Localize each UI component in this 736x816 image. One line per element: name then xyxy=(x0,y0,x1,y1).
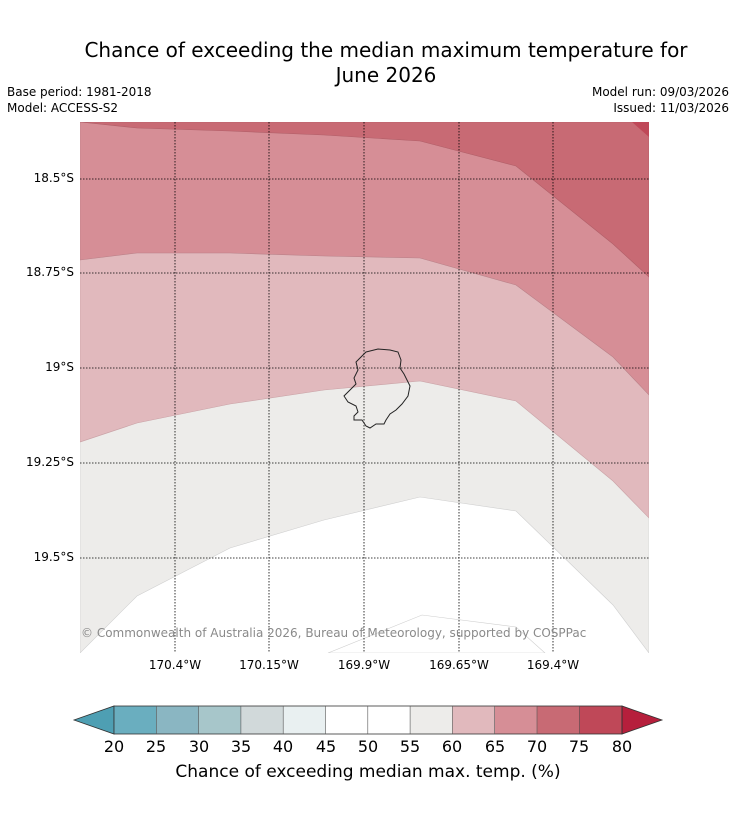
colorbar-bin-20-25 xyxy=(114,706,157,734)
contour-map xyxy=(80,122,649,653)
colorbar-tick: 60 xyxy=(441,737,463,756)
colorbar-tick: 40 xyxy=(272,737,294,756)
lon-label: 170.4°W xyxy=(148,658,202,672)
colorbar-tick: 25 xyxy=(145,737,167,756)
map-title: Chance of exceeding the median maximum t… xyxy=(0,38,736,88)
band-45-55-notch xyxy=(327,614,546,653)
model-run: Model run: 09/03/2026 xyxy=(591,85,729,99)
lat-label: 18.75°S xyxy=(26,265,74,279)
lon-label: 169.4°W xyxy=(526,658,580,672)
lon-label: 170.15°W xyxy=(239,658,299,672)
colorbar-tick: 35 xyxy=(230,737,252,756)
band-75-80 xyxy=(632,122,649,137)
lat-label: 19.25°S xyxy=(26,455,74,469)
colorbar-tick: 80 xyxy=(611,737,633,756)
issued-date: Issued: 11/03/2026 xyxy=(613,101,729,115)
colorbar xyxy=(72,705,664,735)
band-65-70 xyxy=(80,122,649,396)
lat-label: 19.5°S xyxy=(33,550,74,564)
colorbar-bin-35-40 xyxy=(240,706,284,734)
model-name: Model: ACCESS-S2 xyxy=(7,101,119,115)
meta-right: Model run: 09/03/2026 Issued: 11/03/2026 xyxy=(592,84,729,116)
colorbar-bin-50-55 xyxy=(367,706,411,734)
title-line-2: June 2026 xyxy=(335,63,437,87)
colorbar-bin-70-75 xyxy=(537,706,580,734)
title-line-1: Chance of exceeding the median maximum t… xyxy=(84,38,688,62)
band-70-75 xyxy=(80,122,649,278)
colorbar-label: Chance of exceeding median max. temp. (%… xyxy=(175,762,561,782)
colorbar-tick: 20 xyxy=(103,737,125,756)
colorbar-tick: 30 xyxy=(188,737,210,756)
colorbar-tick: 70 xyxy=(526,737,548,756)
colorbar-over-arrow xyxy=(621,705,664,735)
colorbar-bin-60-65 xyxy=(452,706,495,734)
colorbar-tick: 65 xyxy=(484,737,506,756)
colorbar-tick: 75 xyxy=(568,737,590,756)
colorbar-bin-55-60 xyxy=(410,706,453,734)
colorbar-under-arrow xyxy=(72,705,115,735)
colorbar-tick: 45 xyxy=(315,737,337,756)
colorbar-bin-25-30 xyxy=(156,706,199,734)
colorbar-bin-65-70 xyxy=(494,706,537,734)
lat-label: 18.5°S xyxy=(33,171,74,185)
lon-label: 169.9°W xyxy=(337,658,391,672)
colorbar-bin-75-80 xyxy=(579,706,622,734)
graticule xyxy=(80,122,649,653)
colorbar-bin-45-50 xyxy=(325,706,368,734)
meta-left: Base period: 1981-2018 Model: ACCESS-S2 xyxy=(7,84,152,116)
colorbar-tick: 55 xyxy=(399,737,421,756)
lat-label: 19°S xyxy=(45,360,74,374)
colorbar-bin-40-45 xyxy=(283,706,326,734)
copyright-notice: © Commonwealth of Australia 2026, Bureau… xyxy=(81,626,587,640)
colorbar-bin-30-35 xyxy=(198,706,241,734)
island-outline xyxy=(343,348,411,429)
colorbar-tick: 50 xyxy=(357,737,379,756)
lon-label: 169.65°W xyxy=(429,658,489,672)
base-period: Base period: 1981-2018 xyxy=(7,85,152,99)
